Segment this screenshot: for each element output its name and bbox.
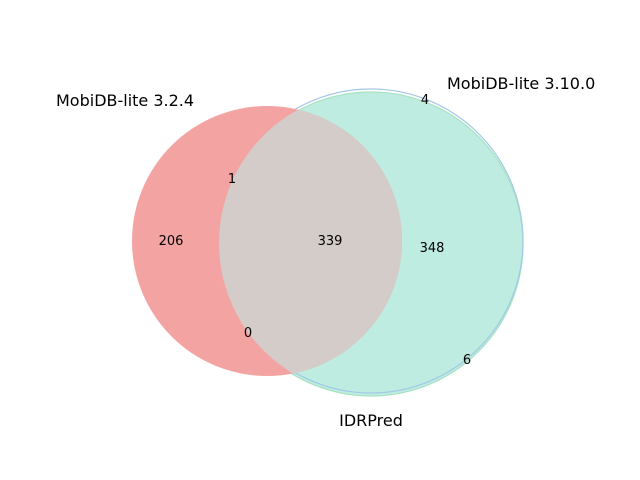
region-b-only-count: 4 — [421, 93, 429, 108]
set-b-label: MobiDB-lite 3.10.0 — [447, 74, 595, 93]
region-ac-only-count: 0 — [244, 326, 252, 341]
region-c-only-count: 6 — [463, 353, 471, 368]
abc-overlap-region — [219, 106, 402, 376]
region-ab-only-count: 1 — [228, 172, 236, 187]
set-c-label: IDRPred — [339, 411, 403, 430]
region-bc-only-count: 348 — [420, 241, 445, 256]
region-a-only-count: 206 — [159, 234, 184, 249]
set-a-label: MobiDB-lite 3.2.4 — [56, 91, 194, 110]
region-abc-count: 339 — [318, 234, 343, 249]
